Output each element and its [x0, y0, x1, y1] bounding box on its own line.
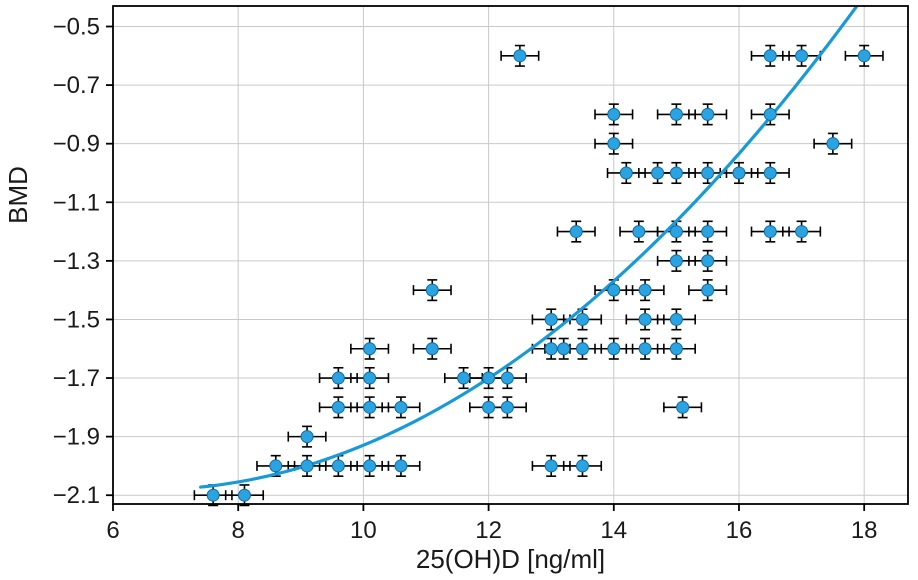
data-point [425, 342, 439, 356]
data-point [575, 459, 589, 473]
data-point [763, 166, 777, 180]
data-point [363, 371, 377, 385]
data-point [331, 459, 345, 473]
data-point [638, 312, 652, 326]
tick-layer: 6 8 10 12 14 16 18 −0.5 −0.7 −0.9 −1.1 −1.3 −1.5 −1.7… [53, 14, 878, 544]
data-point [701, 225, 715, 239]
grid-layer [112, 6, 908, 504]
data-point [638, 283, 652, 297]
data-point [607, 107, 621, 121]
data-point [701, 107, 715, 121]
x-axis-title: 25(OH)D [ng/ml] [416, 544, 605, 574]
data-point [669, 312, 683, 326]
data-point [331, 400, 345, 414]
data-point [500, 400, 514, 414]
x-tick-label: 18 [851, 517, 878, 544]
data-point [701, 166, 715, 180]
data-point [544, 342, 558, 356]
x-tick-label: 12 [475, 517, 502, 544]
data-point [669, 225, 683, 239]
data-point [763, 107, 777, 121]
data-point [857, 49, 871, 63]
data-point [300, 430, 314, 444]
data-point [269, 459, 283, 473]
data-point [607, 342, 621, 356]
data-point [732, 166, 746, 180]
x-tick-label: 14 [600, 517, 627, 544]
y-tick-label: −0.5 [53, 14, 100, 41]
data-point [331, 371, 345, 385]
data-point [457, 371, 471, 385]
y-tick-label: −0.9 [53, 131, 100, 158]
error-bars [287, 425, 327, 448]
data-point [669, 107, 683, 121]
data-point [237, 488, 251, 502]
y-tick-label: −1.9 [53, 424, 100, 451]
data-point [363, 459, 377, 473]
data-point [513, 49, 527, 63]
y-tick-label: −1.3 [53, 248, 100, 275]
y-tick-label: −0.7 [53, 72, 100, 99]
error-bars [224, 484, 265, 507]
data-point [795, 225, 809, 239]
x-tick-label: 6 [106, 517, 119, 544]
data-point [795, 49, 809, 63]
data-point [363, 342, 377, 356]
data-point [669, 254, 683, 268]
data-point [557, 342, 571, 356]
data-point [500, 371, 514, 385]
fit-curve [199, 6, 859, 489]
x-tick-label: 8 [232, 517, 245, 544]
data-point [544, 312, 558, 326]
data-point [394, 400, 408, 414]
data-point [826, 137, 840, 151]
data-point [763, 49, 777, 63]
data-point-layer [206, 49, 871, 502]
data-point [669, 342, 683, 356]
data-point [300, 459, 314, 473]
data-point [619, 166, 633, 180]
data-point [544, 459, 558, 473]
y-tick-label: −1.7 [53, 365, 100, 392]
data-point [701, 254, 715, 268]
data-point [482, 400, 496, 414]
x-tick-label: 16 [726, 517, 753, 544]
data-point [425, 283, 439, 297]
data-point [206, 488, 220, 502]
y-tick-label: −2.1 [53, 482, 100, 509]
data-point [575, 312, 589, 326]
x-tick-label: 10 [350, 517, 377, 544]
fit-curve-layer [199, 6, 859, 489]
axes-frame-layer [112, 5, 909, 505]
data-point [701, 283, 715, 297]
data-point [632, 225, 646, 239]
data-point [363, 400, 377, 414]
data-point [569, 225, 583, 239]
data-point [394, 459, 408, 473]
data-point [676, 400, 690, 414]
plot-frame [112, 5, 909, 505]
data-point [575, 342, 589, 356]
y-tick-label: −1.1 [53, 189, 100, 216]
data-point [651, 166, 665, 180]
y-axis-title: BMD [3, 166, 33, 224]
y-tick-label: −1.5 [53, 306, 100, 333]
data-point [607, 283, 621, 297]
data-point [607, 137, 621, 151]
data-point [669, 166, 683, 180]
error-bars [381, 396, 421, 419]
data-point [763, 225, 777, 239]
data-point [482, 371, 496, 385]
data-point [638, 342, 652, 356]
